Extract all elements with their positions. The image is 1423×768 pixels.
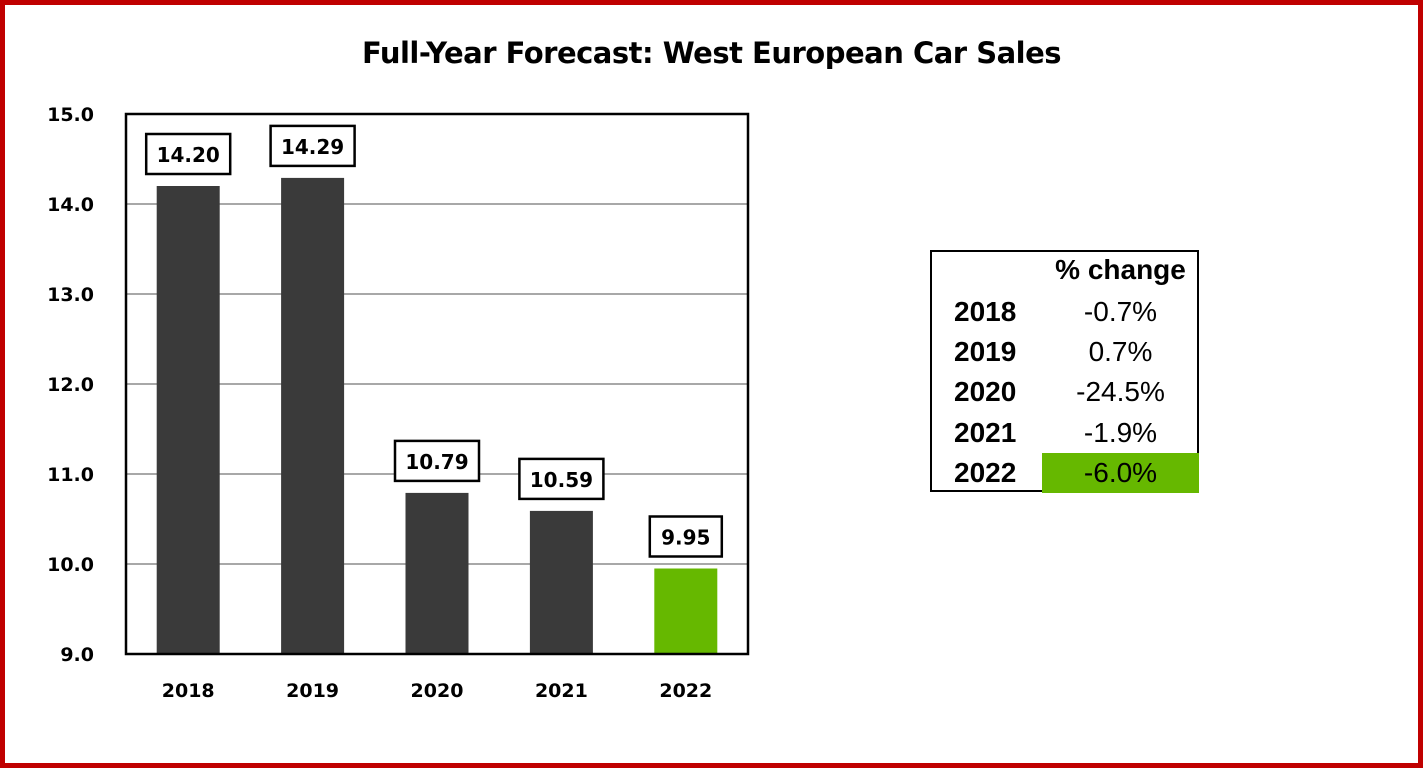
- x-tick-label: 2020: [411, 680, 464, 702]
- x-tick-label: 2018: [162, 680, 215, 702]
- x-tick-label: 2019: [286, 680, 339, 702]
- bar: [654, 568, 718, 654]
- y-tick-label: 12.0: [47, 374, 94, 396]
- data-label-box: [393, 439, 481, 483]
- data-label-box: [144, 132, 232, 176]
- row-year: 2020: [954, 376, 1017, 408]
- data-label: 14.20: [157, 143, 220, 167]
- row-change: -6.0%: [1042, 452, 1199, 493]
- x-tick-label: 2022: [659, 680, 712, 702]
- table-row: 2019 0.7%: [932, 332, 1199, 372]
- table-row: 2021 -1.9%: [932, 413, 1199, 453]
- row-year: 2021: [954, 416, 1017, 448]
- data-label: 10.79: [405, 450, 468, 474]
- data-label-box: [269, 124, 356, 168]
- y-tick-label: 15.0: [47, 104, 94, 126]
- row-year: 2019: [954, 336, 1017, 368]
- data-label-box: [518, 457, 605, 501]
- row-change: -0.7%: [1083, 296, 1158, 327]
- row-year: 2018: [954, 296, 1017, 327]
- bar: [156, 186, 220, 654]
- table-header: % change: [1055, 254, 1186, 285]
- data-label: 9.95: [661, 526, 710, 550]
- y-tick-label: 13.0: [47, 284, 94, 306]
- bar: [405, 492, 469, 654]
- y-tick-label: 11.0: [47, 464, 94, 486]
- table-row: 2020 -24.5%: [932, 372, 1199, 412]
- x-tick-label: 2021: [535, 680, 588, 702]
- row-change: 0.7%: [1088, 336, 1153, 368]
- row-change: -24.5%: [1076, 376, 1165, 408]
- bar: [281, 177, 345, 654]
- table-row: 2022 -6.0%: [932, 452, 1199, 493]
- percent-change-table: % change 2018 -0.7% 2019 0.7% 2020 -24.5% 2021…: [930, 250, 1199, 493]
- plot-area-border: [124, 112, 750, 656]
- row-change: -1.9%: [1083, 416, 1158, 448]
- y-tick-label: 9.0: [60, 644, 94, 666]
- data-label: 10.59: [530, 468, 593, 492]
- row-year: 2022: [954, 456, 1017, 488]
- chart-title: Full-Year Forecast: West European Car Sa…: [361, 36, 1062, 70]
- y-tick-label: 10.0: [47, 554, 94, 576]
- data-label-box: [648, 515, 724, 558]
- bar: [529, 510, 593, 654]
- y-tick-label: 14.0: [47, 194, 94, 216]
- table-row: 2018 -0.7%: [932, 292, 1199, 332]
- data-label: 14.29: [281, 135, 344, 159]
